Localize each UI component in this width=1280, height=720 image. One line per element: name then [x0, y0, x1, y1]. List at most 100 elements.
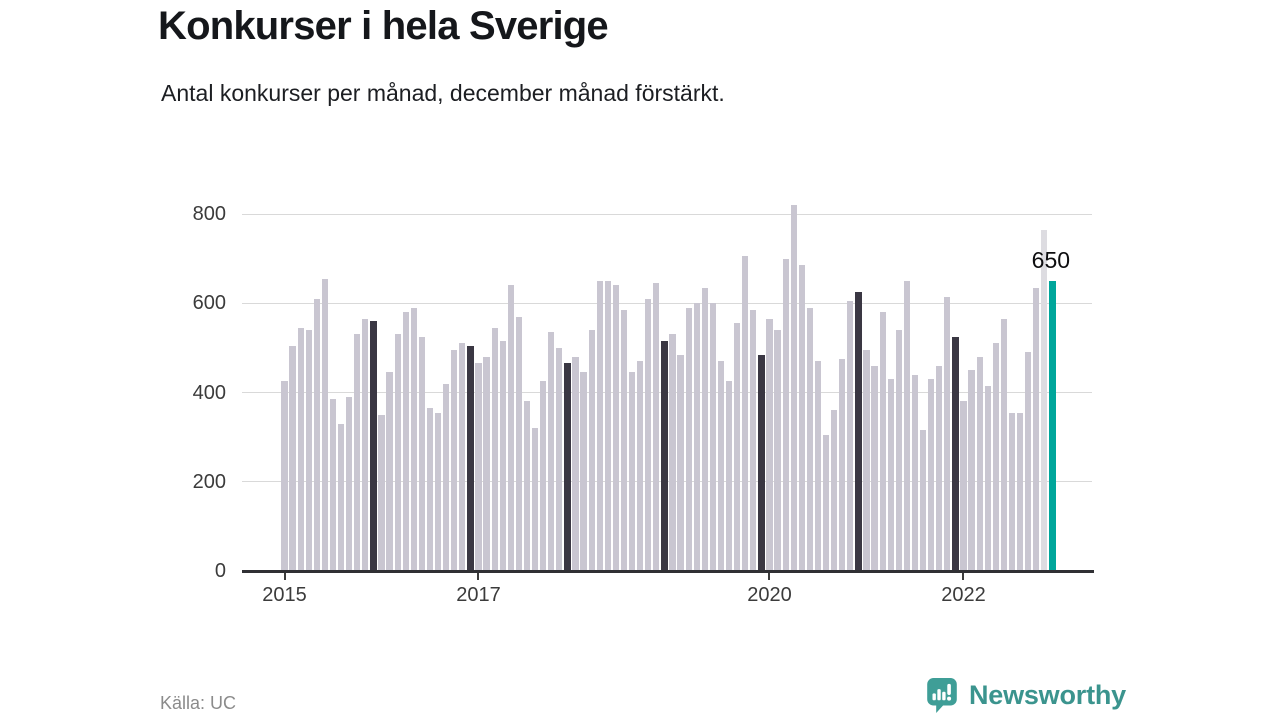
x-axis-tick-2015 [283, 572, 286, 580]
bar-2017-12 [564, 363, 571, 571]
y-axis-label-0: 0 [214, 560, 226, 582]
bar-2017-09 [540, 381, 547, 571]
bar-2022-05 [992, 343, 999, 571]
bar-2016-09 [443, 383, 450, 571]
bar-2017-04 [499, 341, 506, 571]
bar-2022-02 [968, 370, 975, 571]
y-axis-label-800: 800 [192, 203, 226, 225]
y-axis-label-400: 400 [192, 381, 226, 404]
bar-2015-03 [297, 327, 304, 571]
newsworthy-logo: Newsworthy [925, 677, 1126, 714]
bar-2019-12 [758, 354, 765, 571]
bar-2021-05 [895, 330, 902, 571]
bar-2015-09 [346, 396, 353, 571]
bar-2020-04 [790, 205, 797, 571]
x-axis-tick-2022 [962, 572, 965, 580]
bar-2021-11 [944, 296, 951, 571]
bar-2016-05 [410, 307, 417, 571]
bar-2018-02 [580, 372, 587, 571]
source-label: Källa: UC [160, 693, 237, 713]
bar-2021-08 [919, 430, 927, 571]
bar-2021-01 [863, 350, 870, 571]
x-axis-label-2022: 2022 [941, 584, 986, 606]
bar-2017-10 [548, 332, 555, 571]
bar-2015-10 [354, 334, 361, 571]
bar-2022-04 [984, 385, 991, 571]
bar-2020-06 [806, 307, 813, 571]
x-axis-tick-2017 [477, 572, 480, 580]
bar-2021-03 [879, 312, 886, 571]
bar-2019-06 [709, 303, 716, 571]
gridline-800 [242, 213, 1092, 215]
bar-2016-12 [467, 345, 474, 571]
bar-2022-11 [1041, 229, 1048, 571]
bar-2016-08 [434, 412, 442, 571]
page-title: Konkurser i hela Sverige [158, 4, 609, 48]
y-axis-label-200: 200 [192, 470, 226, 493]
bar-2019-11 [750, 309, 757, 571]
chart-subtitle: Antal konkurser per månad, december måna… [161, 80, 725, 106]
bar-2018-10 [645, 298, 652, 571]
bar-2021-10 [936, 365, 943, 571]
bar-2020-09 [831, 410, 838, 571]
bar-2015-07 [329, 399, 337, 571]
value-label-650: 650 [1031, 246, 1071, 273]
x-axis-tick-2020 [768, 572, 771, 580]
bar-2016-03 [394, 334, 401, 571]
bar-2016-04 [402, 312, 409, 571]
bar-2015-08 [337, 423, 345, 571]
bar-2017-02 [483, 356, 490, 571]
bar-2017-07 [523, 401, 531, 571]
bar-2019-09 [734, 323, 741, 571]
bar-2018-06 [612, 285, 619, 571]
bar-2021-06 [903, 280, 910, 571]
bar-2018-11 [653, 283, 660, 571]
bar-2015-11 [362, 318, 369, 571]
bar-2022-10 [1033, 287, 1040, 571]
bar-2017-08 [531, 428, 539, 571]
bar-2022-06 [1000, 318, 1007, 571]
bar-2022-01 [960, 401, 967, 571]
x-axis-label-2020: 2020 [747, 584, 792, 606]
bar-2019-02 [677, 354, 684, 571]
bar-2019-10 [742, 256, 749, 571]
bar-2018-12 [661, 341, 668, 571]
bar-2016-11 [459, 343, 466, 571]
bar-2016-06 [418, 336, 425, 571]
bar-2015-12 [370, 321, 377, 571]
x-axis-line [242, 570, 1094, 573]
newsworthy-wordmark: Newsworthy [968, 680, 1126, 710]
bar-2015-06 [321, 278, 328, 571]
bar-2021-04 [887, 379, 894, 571]
bar-2018-03 [588, 330, 595, 571]
bar-2019-08 [725, 381, 733, 571]
bar-2018-07 [620, 309, 628, 571]
bar-2015-02 [289, 345, 296, 571]
bar-2021-09 [928, 379, 935, 571]
bar-chart-plot-area: 0 200 400 600 800 2015 2017 2020 2022 650 [192, 203, 1094, 606]
bar-2020-11 [847, 301, 854, 571]
y-axis-label-600: 600 [192, 292, 226, 315]
bar-2022-09 [1025, 352, 1032, 571]
bar-2019-03 [685, 307, 692, 571]
bar-2016-07 [426, 408, 434, 571]
bar-2019-05 [701, 287, 708, 571]
bar-2020-01 [766, 318, 773, 571]
bar-2015-05 [313, 298, 320, 571]
bar-2016-02 [386, 372, 393, 571]
bar-2020-02 [774, 330, 781, 571]
gridline-600 [242, 302, 1092, 304]
bar-2020-12 [855, 292, 862, 571]
bar-2017-01 [475, 363, 482, 571]
bar-2018-04 [596, 280, 603, 571]
bar-2020-05 [798, 265, 805, 571]
bar-2020-07 [814, 361, 822, 571]
bar-2020-08 [822, 434, 830, 571]
bar-2019-04 [693, 303, 700, 571]
bar-2017-05 [507, 285, 514, 571]
x-axis-label-2017: 2017 [456, 584, 501, 606]
bar-2017-03 [491, 327, 498, 571]
bar-2015-04 [305, 330, 312, 571]
bar-2021-07 [911, 374, 919, 571]
